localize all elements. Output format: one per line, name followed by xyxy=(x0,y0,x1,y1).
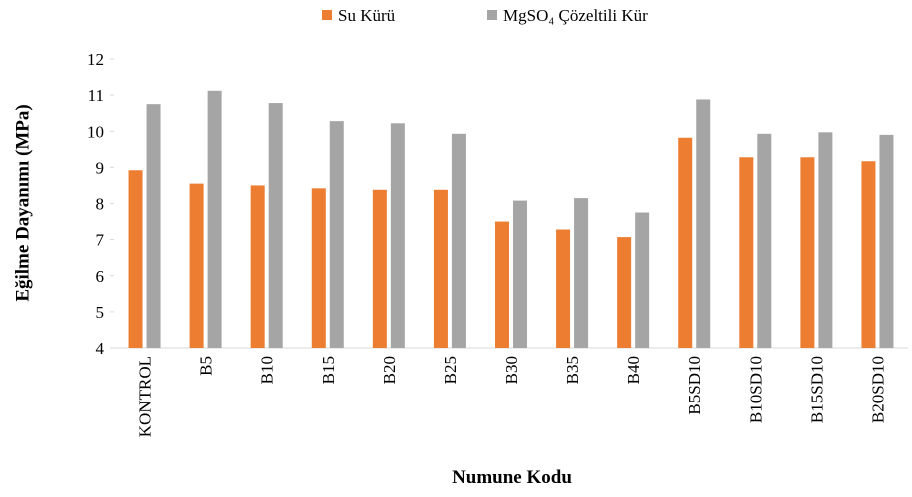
bar xyxy=(146,104,161,348)
legend-swatch xyxy=(487,10,497,20)
x-tick-label: B40 xyxy=(624,356,643,384)
x-tick-label: B10 xyxy=(258,356,277,384)
bar xyxy=(861,161,876,348)
x-axis-title: Numune Kodu xyxy=(452,467,572,488)
bar xyxy=(451,133,466,348)
bar xyxy=(757,133,772,348)
bar xyxy=(513,200,527,348)
bar xyxy=(207,90,222,348)
y-tick-label: 11 xyxy=(88,86,104,105)
bar xyxy=(268,103,283,348)
bar xyxy=(635,212,650,348)
x-tick-label: KONTROL xyxy=(136,356,155,437)
x-tick-label: B5 xyxy=(197,356,216,376)
y-tick-label: 5 xyxy=(96,303,105,322)
x-tick-label: B25 xyxy=(441,356,460,384)
y-tick-label: 4 xyxy=(96,339,105,358)
x-tick-label: B30 xyxy=(502,356,521,384)
bar xyxy=(250,185,265,348)
bar xyxy=(696,99,711,349)
x-tick-label: B15SD10 xyxy=(807,356,826,423)
legend-swatch xyxy=(322,10,332,20)
bar xyxy=(800,157,815,348)
bar xyxy=(189,183,204,348)
x-tick-label: B5SD10 xyxy=(685,356,704,415)
bar xyxy=(495,221,509,348)
bar xyxy=(818,132,833,348)
y-tick-label: 8 xyxy=(96,195,105,214)
bar xyxy=(433,189,448,348)
bar xyxy=(574,198,589,348)
x-tick-label: B10SD10 xyxy=(746,356,765,423)
bar xyxy=(311,188,326,348)
x-tick-label: B15 xyxy=(319,356,338,384)
bar xyxy=(617,237,632,348)
bar xyxy=(390,123,405,349)
y-axis-title: Eğilme Dayanımı (MPa) xyxy=(12,104,33,301)
legend-label: MgSO₄ Çözeltili Kür xyxy=(503,6,648,25)
bar xyxy=(556,229,571,348)
y-tick-label: 10 xyxy=(87,122,104,141)
bar xyxy=(372,189,387,348)
y-tick-label: 9 xyxy=(96,158,105,177)
x-tick-label: B35 xyxy=(563,356,582,384)
y-tick-label: 6 xyxy=(96,267,105,286)
bar xyxy=(678,137,693,348)
x-tick-label: B20SD10 xyxy=(868,356,887,423)
bar xyxy=(128,170,143,348)
bar xyxy=(879,134,894,348)
bar xyxy=(329,121,344,348)
legend-label: Su Kürü xyxy=(338,6,396,25)
x-tick-label: B20 xyxy=(380,356,399,384)
bar xyxy=(739,157,754,348)
y-tick-label: 12 xyxy=(87,50,104,69)
y-tick-label: 7 xyxy=(96,231,105,250)
